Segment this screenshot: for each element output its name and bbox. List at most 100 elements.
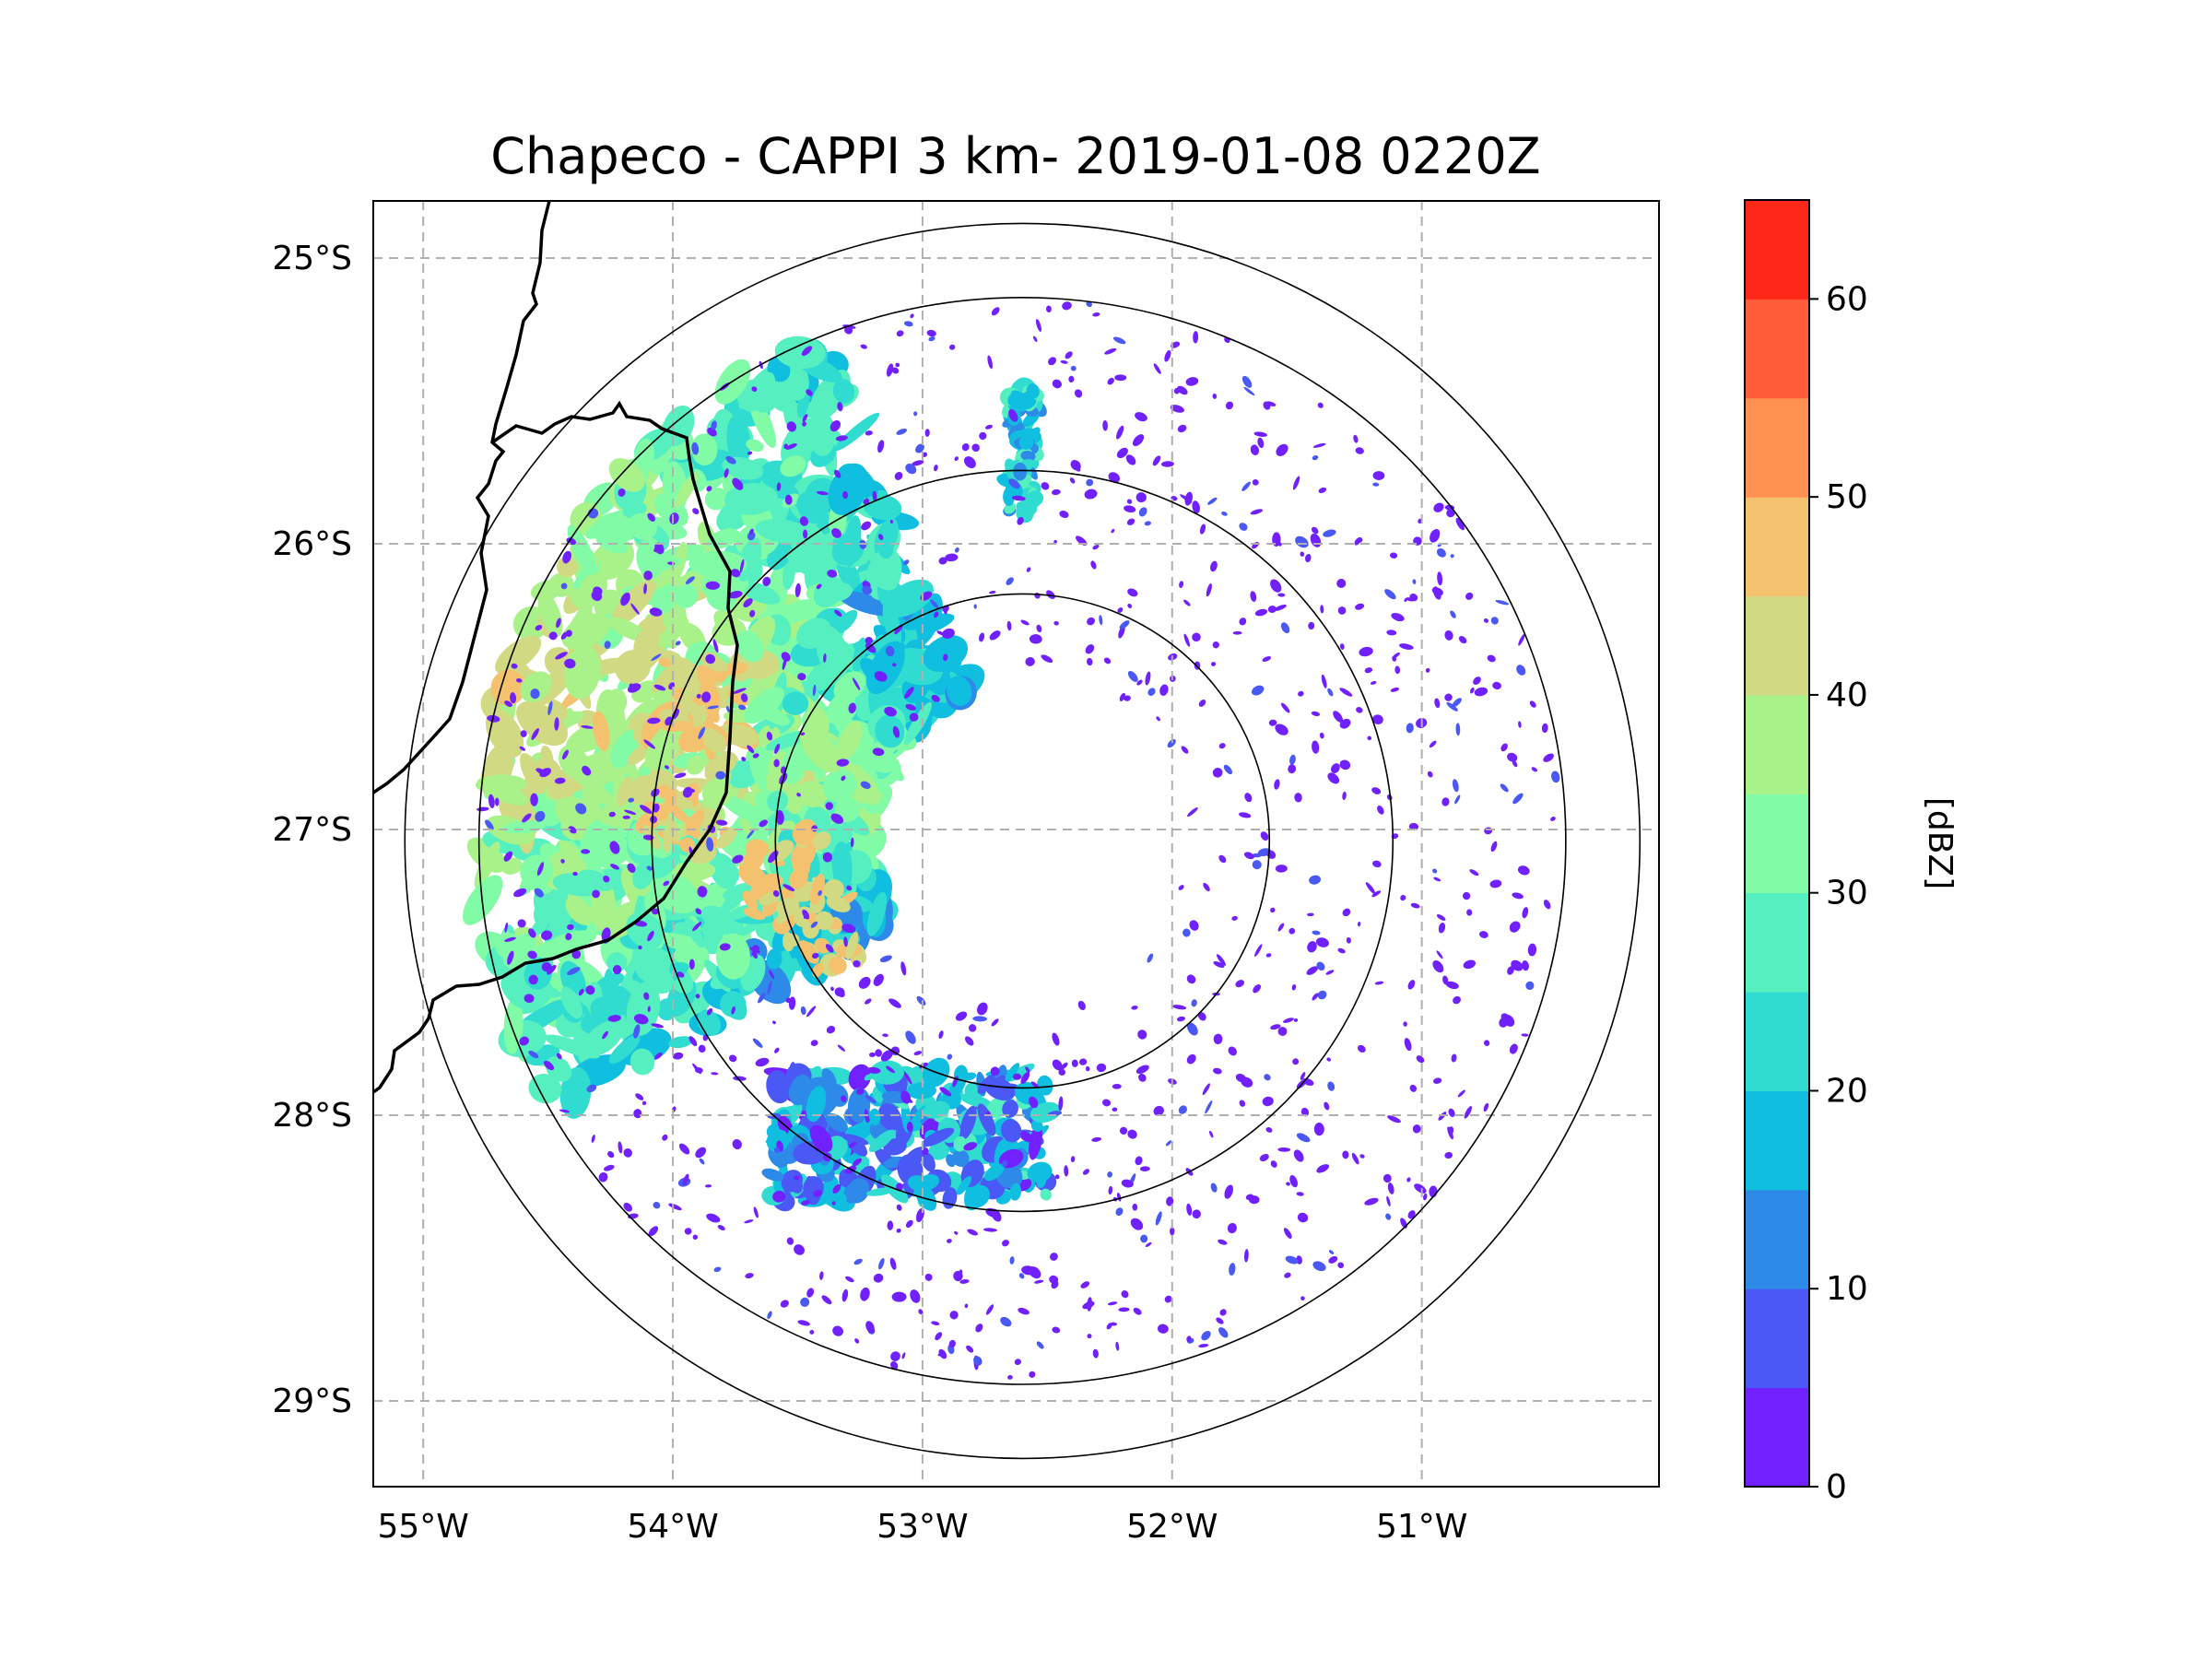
echo-cell bbox=[530, 793, 538, 806]
echo-cell bbox=[695, 1147, 707, 1159]
echo-cell bbox=[503, 851, 513, 862]
echo-cell bbox=[691, 441, 700, 455]
echo-cell bbox=[726, 415, 751, 468]
echo-cell bbox=[889, 1257, 897, 1270]
echo-cell bbox=[633, 1024, 641, 1039]
echo-cell bbox=[1192, 500, 1201, 514]
echo-cell bbox=[697, 664, 716, 689]
echo-cell bbox=[1001, 1119, 1022, 1143]
range-ring bbox=[477, 297, 1567, 1385]
echo-cell bbox=[1187, 807, 1198, 818]
echo-cell bbox=[905, 1219, 913, 1229]
echo-cell bbox=[1437, 571, 1443, 586]
echo-cell bbox=[780, 1300, 789, 1308]
echo-cell bbox=[719, 943, 731, 951]
echo-cell bbox=[1452, 698, 1462, 707]
echo-cell bbox=[706, 486, 712, 492]
echo-cell bbox=[1179, 581, 1184, 588]
echo-cell bbox=[879, 955, 892, 963]
echo-cell bbox=[1307, 941, 1317, 953]
echo-cell bbox=[921, 1152, 935, 1172]
echo-cell bbox=[1403, 1021, 1407, 1027]
range-rings bbox=[404, 222, 1641, 1460]
echo-cell bbox=[590, 996, 615, 1022]
echo-cell bbox=[900, 961, 907, 976]
echo-cell bbox=[1235, 1074, 1246, 1083]
echo-cell bbox=[894, 471, 903, 480]
echo-cell bbox=[918, 1309, 924, 1315]
echo-cell bbox=[1090, 560, 1097, 570]
echo-cell bbox=[767, 1311, 772, 1320]
echo-cell bbox=[1065, 351, 1073, 359]
echo-cell bbox=[1101, 1099, 1112, 1107]
echo-cell bbox=[1296, 1192, 1304, 1196]
echo-cell bbox=[886, 1065, 895, 1074]
echo-cell bbox=[1182, 928, 1191, 937]
echo-cell bbox=[1111, 528, 1115, 534]
echo-cell bbox=[888, 998, 901, 1008]
echo-cell bbox=[926, 329, 936, 337]
echo-cell bbox=[1070, 365, 1077, 371]
echo-cell bbox=[1106, 1323, 1112, 1330]
echo-cell bbox=[1027, 1161, 1053, 1183]
echo-cell bbox=[1207, 497, 1218, 505]
echo-cell bbox=[728, 591, 743, 599]
echo-cell bbox=[1452, 779, 1459, 793]
echo-cell bbox=[810, 1040, 818, 1046]
echo-cell bbox=[503, 997, 524, 1054]
echo-cell bbox=[868, 561, 899, 591]
echo-cell bbox=[688, 1036, 698, 1047]
echo-cell bbox=[785, 442, 797, 450]
echo-cell bbox=[547, 699, 569, 720]
echo-cell bbox=[1216, 1317, 1224, 1324]
echo-cell bbox=[1218, 743, 1226, 749]
echo-cell bbox=[1409, 1084, 1418, 1092]
echo-cell bbox=[1127, 603, 1133, 608]
echo-cell bbox=[740, 582, 781, 605]
echo-cell bbox=[1465, 592, 1474, 600]
echo-cell bbox=[865, 642, 877, 653]
echo-cell bbox=[984, 424, 993, 429]
echo-cell bbox=[1517, 865, 1530, 876]
echo-cell bbox=[732, 854, 744, 864]
echo-cell bbox=[535, 624, 543, 631]
echo-cell bbox=[1297, 1212, 1309, 1223]
echo-cell bbox=[1223, 764, 1233, 775]
echo-cell bbox=[1147, 688, 1156, 696]
echo-cell bbox=[915, 1184, 937, 1211]
echo-cell bbox=[1216, 954, 1226, 966]
echo-cell bbox=[647, 717, 661, 724]
echo-cell bbox=[1107, 1301, 1118, 1306]
echo-cell bbox=[965, 1036, 974, 1046]
echo-cell bbox=[746, 439, 764, 453]
echo-cell bbox=[1355, 447, 1364, 454]
echo-cell bbox=[707, 705, 719, 710]
echo-cell bbox=[939, 1087, 952, 1097]
echo-cell bbox=[948, 1339, 956, 1348]
echo-cell bbox=[854, 1338, 860, 1344]
echo-cell bbox=[643, 582, 647, 594]
echo-cell bbox=[843, 936, 848, 947]
echo-cell bbox=[1384, 589, 1396, 600]
echo-cell bbox=[928, 336, 935, 342]
echo-cell bbox=[872, 747, 885, 757]
echo-cell bbox=[797, 673, 806, 681]
echo-cell bbox=[877, 1103, 902, 1131]
echo-cell bbox=[880, 1050, 893, 1062]
echo-cell bbox=[1178, 885, 1184, 890]
echo-cell bbox=[924, 429, 930, 437]
echo-cell bbox=[766, 731, 773, 741]
echo-cell bbox=[892, 663, 897, 667]
echo-cell bbox=[1052, 1032, 1060, 1046]
echo-cell bbox=[991, 1018, 999, 1027]
echo-cell bbox=[647, 930, 654, 942]
echo-cell bbox=[1186, 1022, 1198, 1036]
echo-cell bbox=[741, 757, 747, 762]
echo-cell bbox=[1285, 1255, 1299, 1265]
echo-cell bbox=[1289, 1175, 1298, 1188]
echo-cell bbox=[1446, 701, 1458, 712]
echo-cell bbox=[967, 1184, 991, 1208]
echo-cell bbox=[826, 896, 851, 912]
echo-cell bbox=[1277, 1027, 1288, 1036]
echo-cell bbox=[1153, 1105, 1164, 1116]
